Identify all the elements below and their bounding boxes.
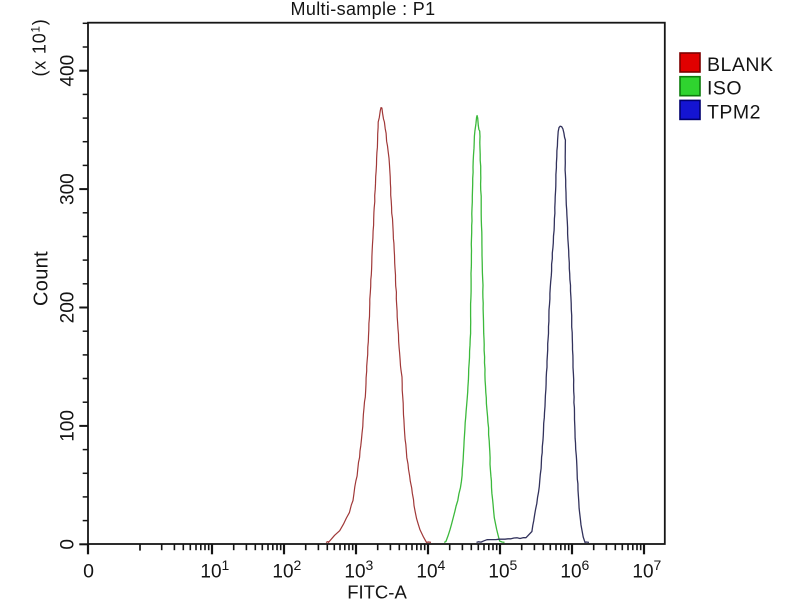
svg-text:(x 101): (x 101) bbox=[30, 18, 50, 76]
svg-text:FITC-A: FITC-A bbox=[347, 582, 407, 600]
svg-text:400: 400 bbox=[58, 55, 79, 87]
svg-text:200: 200 bbox=[58, 292, 79, 324]
svg-text:TPM2: TPM2 bbox=[707, 101, 761, 123]
svg-text:Multi-sample : P1: Multi-sample : P1 bbox=[291, 0, 436, 19]
svg-text:104: 104 bbox=[416, 557, 445, 583]
svg-text:300: 300 bbox=[58, 173, 79, 205]
svg-text:0: 0 bbox=[58, 539, 79, 550]
svg-text:Count: Count bbox=[31, 251, 53, 306]
svg-text:ISO: ISO bbox=[707, 78, 742, 100]
svg-text:0: 0 bbox=[83, 561, 94, 583]
svg-text:100: 100 bbox=[58, 410, 79, 442]
svg-text:BLANK: BLANK bbox=[707, 54, 773, 76]
